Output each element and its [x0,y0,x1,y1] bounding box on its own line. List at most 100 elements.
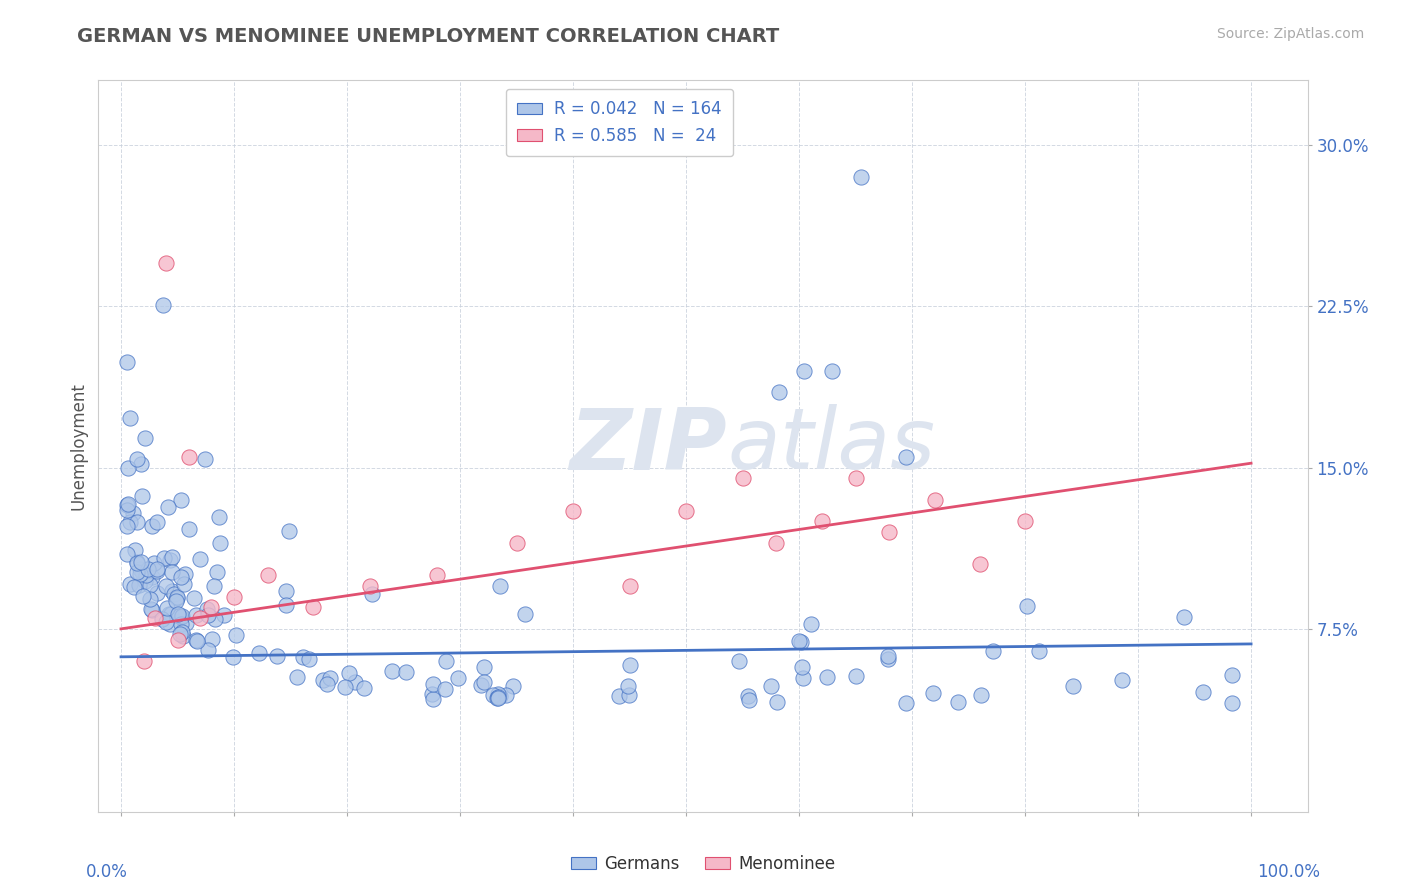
Point [214,607,236,622]
Point [274,584,297,599]
Point [134,574,156,588]
Point [619,579,641,593]
Point [117,502,139,516]
Point [420,687,443,701]
Point [285,670,308,684]
Point [188,551,211,566]
Point [1111,673,1133,687]
Point [948,695,970,709]
Point [120,411,142,425]
Point [434,682,457,697]
Point [482,688,505,702]
Point [488,689,510,703]
Point [170,608,193,623]
Point [127,555,149,569]
Point [759,679,782,693]
Point [343,675,366,690]
Point [125,452,148,467]
Point [136,562,159,576]
Point [291,650,314,665]
Point [202,578,225,592]
Point [879,524,901,539]
Point [122,580,145,594]
Point [170,616,193,631]
Point [131,489,153,503]
Point [155,615,177,629]
Point [174,566,197,581]
Point [894,450,917,464]
Point [316,677,339,691]
Point [155,579,177,593]
Text: Source: ZipAtlas.com: Source: ZipAtlas.com [1216,27,1364,41]
Point [922,686,945,700]
Point [562,503,585,517]
Point [186,634,208,648]
Point [312,673,335,687]
Point [145,564,167,578]
Point [141,518,163,533]
Point [1220,696,1243,710]
Point [157,607,180,621]
Point [486,687,509,701]
Point [422,692,444,706]
Point [170,610,193,624]
Point [160,607,183,621]
Point [194,452,217,467]
Point [166,590,188,604]
Point [128,562,150,576]
Point [115,355,138,369]
Point [619,658,641,673]
Legend: R = 0.042   N = 164, R = 0.585   N =  24: R = 0.042 N = 164, R = 0.585 N = 24 [506,88,734,156]
Point [675,503,697,517]
Point [486,691,509,706]
Point [124,543,146,558]
Point [167,607,190,621]
Point [145,561,167,575]
Point [125,515,148,529]
Point [789,635,811,649]
Point [333,680,356,694]
Point [488,579,510,593]
Point [765,536,787,550]
Point [257,568,280,582]
Point [447,671,470,685]
Point [125,556,148,570]
Point [204,612,226,626]
Legend: Germans, Menominee: Germans, Menominee [564,848,842,880]
Point [969,558,991,572]
Point [195,602,218,616]
Point [152,298,174,312]
Point [186,607,208,622]
Point [135,568,157,582]
Point [120,577,142,591]
Point [616,679,638,693]
Point [298,652,321,666]
Point [155,256,177,270]
Point [787,633,810,648]
Point [731,471,754,485]
Point [166,632,188,647]
Point [159,553,181,567]
Point [845,669,868,683]
Point [128,566,150,581]
Point [131,565,153,579]
Point [141,570,163,584]
Point [142,556,165,570]
Point [924,492,946,507]
Point [200,600,222,615]
Point [353,681,375,695]
Text: GERMAN VS MENOMINEE UNEMPLOYMENT CORRELATION CHART: GERMAN VS MENOMINEE UNEMPLOYMENT CORRELA… [77,27,779,45]
Point [505,536,527,550]
Point [152,550,174,565]
Point [619,688,641,702]
Point [169,627,191,641]
Point [222,590,245,604]
Point [139,578,162,592]
Point [981,644,1004,658]
Point [278,524,301,538]
Point [197,643,219,657]
Point [129,458,152,472]
Point [162,586,184,600]
Point [728,654,751,668]
Point [1014,514,1036,528]
